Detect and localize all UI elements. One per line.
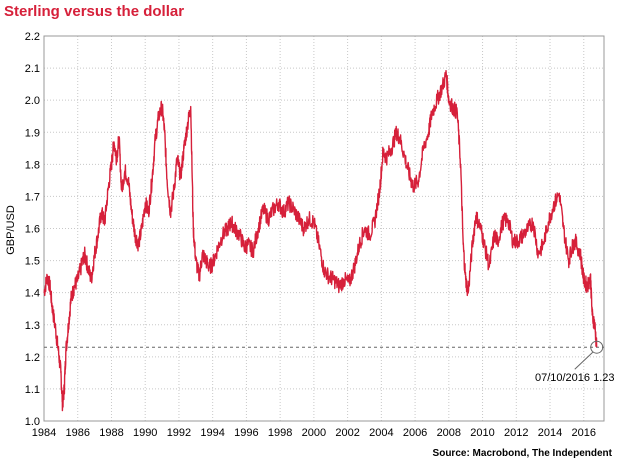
y-tick-label: 1.2 [25, 352, 40, 364]
y-tick-label: 1.4 [25, 288, 40, 300]
x-tick-label: 1998 [268, 427, 292, 439]
x-tick-label: 2000 [302, 427, 326, 439]
annotation-label: 07/10/2016 1.23 [535, 372, 615, 384]
x-tick-label: 2004 [369, 427, 393, 439]
grid [43, 35, 604, 422]
x-tick-label: 2016 [572, 427, 596, 439]
x-tick-label: 2012 [504, 427, 528, 439]
y-tick-label: 1.9 [25, 127, 40, 139]
y-tick-label: 1.7 [25, 191, 40, 203]
y-axis: 1.0 1.1 1.2 1.3 1.4 1.5 1.6 1.7 1.8 1.9 2.0 2.1 2.2 [25, 31, 40, 428]
x-axis: 1984 1986 1988 1990 1992 1994 1996 1998 2000 2002… [32, 427, 596, 439]
x-tick-label: 2010 [470, 427, 494, 439]
annotation-leader [574, 351, 594, 370]
x-tick-label: 1996 [234, 427, 258, 439]
series-line [43, 70, 598, 412]
x-tick-label: 1986 [65, 427, 89, 439]
x-tick-label: 1984 [32, 427, 56, 439]
y-tick-label: 1.0 [25, 416, 40, 428]
x-tick-label: 1988 [99, 427, 123, 439]
plot-frame [43, 35, 605, 422]
y-tick-label: 1.8 [25, 159, 40, 171]
y-tick-label: 2.0 [25, 95, 40, 107]
y-axis-label: GBP/USD [5, 205, 17, 255]
x-tick-label: 2002 [335, 427, 359, 439]
y-tick-label: 1.1 [25, 384, 40, 396]
x-tick-label: 2008 [437, 427, 461, 439]
chart-title: Sterling versus the dollar [4, 3, 185, 20]
x-tick-label: 2014 [538, 427, 562, 439]
x-tick-label: 1992 [167, 427, 191, 439]
source-note: Source: Macrobond, The Independent [432, 448, 612, 459]
y-tick-label: 1.3 [25, 320, 40, 332]
y-tick-label: 1.6 [25, 224, 40, 236]
y-tick-label: 2.1 [25, 63, 40, 75]
y-tick-label: 2.2 [25, 31, 40, 43]
y-tick-label: 1.5 [25, 256, 40, 268]
x-tick-label: 1990 [133, 427, 157, 439]
x-tick-label: 2006 [403, 427, 427, 439]
x-tick-label: 1994 [200, 427, 224, 439]
annotation-marker [590, 340, 604, 354]
